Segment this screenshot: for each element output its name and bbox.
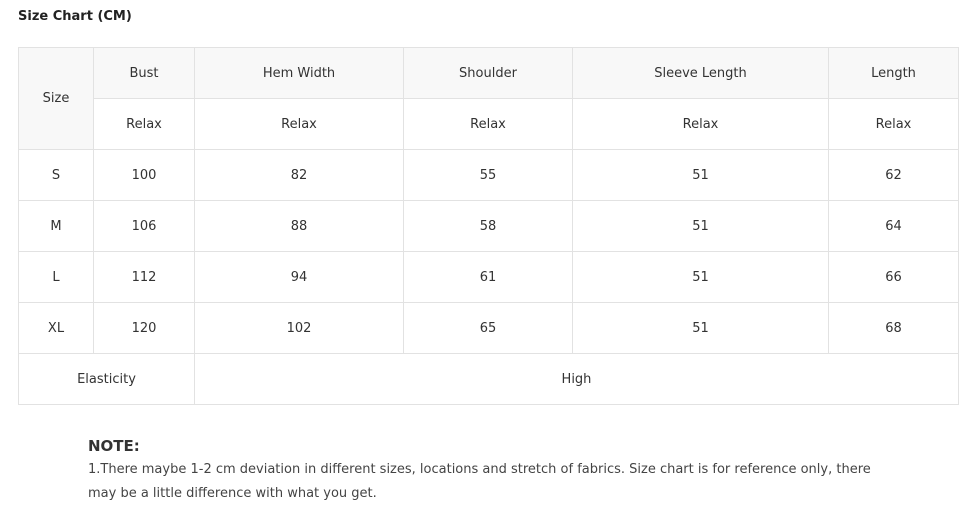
- measurement-cell: 94: [194, 251, 404, 303]
- measurement-cell: 102: [194, 302, 404, 354]
- measurement-cell: 62: [828, 149, 959, 201]
- measurement-cell: 55: [403, 149, 573, 201]
- column-header: Bust: [93, 47, 195, 99]
- size-header: Size: [18, 47, 94, 150]
- size-chart-table: Size Bust Hem Width Shoulder Sleeve Leng…: [18, 47, 959, 405]
- measurement-cell: 51: [572, 302, 829, 354]
- measurement-cell: 88: [194, 200, 404, 252]
- fit-cell: Relax: [828, 98, 959, 150]
- column-header: Hem Width: [194, 47, 404, 99]
- size-cell: XL: [18, 302, 94, 354]
- header-row: Size Bust Hem Width Shoulder Sleeve Leng…: [18, 47, 959, 150]
- measurement-cell: 100: [93, 149, 195, 201]
- measurement-cell: 58: [403, 200, 573, 252]
- measurement-cell: 82: [194, 149, 404, 201]
- fit-cell: Relax: [403, 98, 573, 150]
- measurement-cell: 120: [93, 302, 195, 354]
- elasticity-value: High: [194, 353, 959, 405]
- column-header: Shoulder: [403, 47, 573, 99]
- fit-row: Relax Relax Relax Relax Relax: [19, 98, 959, 150]
- measurement-cell: 51: [572, 200, 829, 252]
- fit-cell: Relax: [572, 98, 829, 150]
- note: NOTE: 1.There maybe 1-2 cm deviation in …: [88, 437, 888, 506]
- table-row: XL 120 102 65 51 68: [18, 302, 959, 354]
- size-cell: S: [18, 149, 94, 201]
- measurement-cell: 64: [828, 200, 959, 252]
- fit-cell: Relax: [93, 98, 195, 150]
- measurement-cell: 112: [93, 251, 195, 303]
- page-title: Size Chart (CM): [18, 9, 132, 24]
- measurement-cell: 68: [828, 302, 959, 354]
- measurement-cell: 61: [403, 251, 573, 303]
- measurement-cell: 51: [572, 149, 829, 201]
- note-title: NOTE:: [88, 437, 140, 455]
- column-header: Sleeve Length: [572, 47, 829, 99]
- measurement-cell: 106: [93, 200, 195, 252]
- note-text: 1.There maybe 1-2 cm deviation in differ…: [88, 462, 871, 501]
- table-row: S 100 82 55 51 62: [18, 149, 959, 201]
- elasticity-row: Elasticity High: [18, 353, 959, 405]
- elasticity-label: Elasticity: [18, 353, 195, 405]
- column-header: Length: [828, 47, 959, 99]
- measurement-cell: 51: [572, 251, 829, 303]
- size-cell: M: [18, 200, 94, 252]
- size-cell: L: [18, 251, 94, 303]
- fit-cell: Relax: [194, 98, 404, 150]
- table-row: L 112 94 61 51 66: [18, 251, 959, 303]
- measurement-cell: 65: [403, 302, 573, 354]
- table-row: M 106 88 58 51 64: [18, 200, 959, 252]
- measurement-cell: 66: [828, 251, 959, 303]
